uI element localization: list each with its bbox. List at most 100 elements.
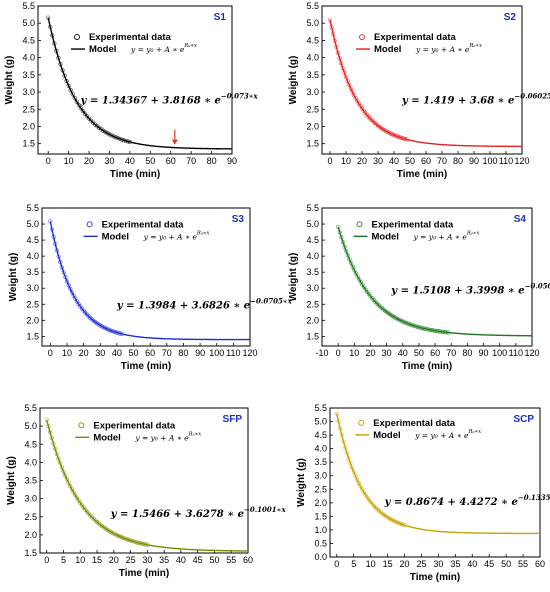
experimental-point xyxy=(103,129,108,135)
x-tick-label: 30 xyxy=(142,555,152,565)
panel-label: SFP xyxy=(223,414,243,425)
x-tick-label: 50 xyxy=(501,559,511,569)
experimental-point xyxy=(354,477,360,482)
y-tick-label: 4.5 xyxy=(24,439,37,449)
y-tick-label: 2.0 xyxy=(306,315,319,325)
y-tick-label: 1.5 xyxy=(26,331,39,341)
y-tick-label: 1.5 xyxy=(314,511,327,521)
y-axis-title: Weight (g) xyxy=(296,458,307,507)
x-tick-label: 40 xyxy=(125,156,135,166)
x-tick-label: 45 xyxy=(484,559,494,569)
panel-label: S2 xyxy=(504,12,517,23)
y-tick-label: 2.5 xyxy=(22,104,35,114)
experimental-point xyxy=(74,99,79,104)
x-tick-label: 20 xyxy=(400,559,410,569)
x-tick-label: 100 xyxy=(492,348,507,358)
y-tick-label: 3.5 xyxy=(22,70,35,80)
x-tick-label: 0 xyxy=(327,156,332,166)
y-axis-title: Weight (g) xyxy=(8,253,19,302)
x-tick-label: 10 xyxy=(64,156,74,166)
y-tick-label: 5.0 xyxy=(26,219,39,229)
y-tick-label: 5.5 xyxy=(24,403,37,413)
x-tick-label: 60 xyxy=(535,559,545,569)
x-tick-label: 10 xyxy=(349,348,359,358)
y-tick-label: 4.5 xyxy=(22,35,35,45)
y-tick-label: 1.5 xyxy=(24,548,37,558)
x-tick-label: 10 xyxy=(341,156,351,166)
y-tick-label: 0.5 xyxy=(314,538,327,548)
experimental-point xyxy=(109,133,114,138)
legend-label-experimental: Experimental data xyxy=(372,219,455,230)
x-axis-title: Time (min) xyxy=(402,361,452,372)
y-tick-label: 2.0 xyxy=(24,530,37,540)
x-tick-label: 20 xyxy=(79,348,89,358)
experimental-point xyxy=(353,473,358,479)
experimental-point xyxy=(105,131,110,136)
model-curve xyxy=(47,17,232,150)
experimental-point xyxy=(348,86,353,91)
y-tick-label: 4.5 xyxy=(306,235,319,245)
x-tick-label: 15 xyxy=(92,555,102,565)
y-tick-label: 3.5 xyxy=(314,457,327,467)
x-tick-label: 30 xyxy=(95,348,105,358)
x-tick-label: 40 xyxy=(176,555,186,565)
fit-equation: y = y₀ + A ∗ eR₀∗x xyxy=(415,43,482,54)
y-tick-label: 5.0 xyxy=(22,18,35,28)
panel-label: S1 xyxy=(214,12,227,23)
x-tick-label: 40 xyxy=(389,156,399,166)
y-axis-title: Weight (g) xyxy=(288,56,299,105)
y-tick-label: 4.0 xyxy=(26,251,39,261)
x-tick-label: 50 xyxy=(209,555,219,565)
x-tick-label: 5 xyxy=(351,559,356,569)
x-tick-label: 60 xyxy=(421,156,431,166)
experimental-point xyxy=(68,286,73,292)
x-tick-label: 25 xyxy=(126,555,136,565)
legend-marker-experimental xyxy=(359,34,365,40)
y-axis-title: Weight (g) xyxy=(288,253,299,302)
chart-panel-s1: 0 10 20 30 40 50 60 70 80 90 1.5 2.0 2.5 3.0 3.5 4.0 4.5… xyxy=(4,1,259,180)
x-tick-label: 30 xyxy=(373,156,383,166)
x-tick-label: 0 xyxy=(334,559,339,569)
y-tick-label: 1.5 xyxy=(306,139,319,149)
y-tick-label: 3.5 xyxy=(306,70,319,80)
x-tick-label: 35 xyxy=(159,555,169,565)
x-tick-label: 20 xyxy=(357,156,367,166)
y-tick-label: 2.5 xyxy=(306,299,319,309)
x-tick-label: 40 xyxy=(467,559,477,569)
experimental-point xyxy=(356,481,361,486)
x-tick-label: 110 xyxy=(499,156,513,166)
y-tick-label: 1.0 xyxy=(314,525,327,535)
x-tick-label: 100 xyxy=(209,348,224,358)
x-tick-label: 80 xyxy=(178,348,188,358)
fit-equation: y = 1.3984 + 3.6826 ∗ e−0.0705∗x xyxy=(116,297,293,312)
x-tick-label: 100 xyxy=(482,156,497,166)
y-tick-label: 4.0 xyxy=(306,53,319,63)
legend-label-model: Model xyxy=(93,432,120,443)
model-curve xyxy=(337,226,532,337)
plot-frame xyxy=(321,207,533,347)
y-tick-label: 5.5 xyxy=(314,403,327,413)
y-tick-label: 5.5 xyxy=(26,203,39,213)
x-tick-label: 50 xyxy=(414,348,424,358)
fit-equation: y = 1.5108 + 3.3998 ∗ e−0.0504∗x xyxy=(390,282,550,297)
x-tick-label: 35 xyxy=(450,559,460,569)
y-tick-label: 3.0 xyxy=(306,283,319,293)
x-tick-label: 110 xyxy=(509,348,523,358)
x-tick-label: 30 xyxy=(104,156,114,166)
plot-frame xyxy=(41,207,251,347)
y-tick-label: 3.5 xyxy=(24,476,37,486)
y-axis-title: Weight (g) xyxy=(4,56,15,105)
legend-label-model: Model xyxy=(102,231,129,242)
y-tick-label: 5.5 xyxy=(306,203,319,213)
legend-label-experimental: Experimental data xyxy=(93,420,176,431)
x-axis-title: Time (min) xyxy=(110,169,160,180)
x-tick-label: 120 xyxy=(242,348,257,358)
x-tick-label: 90 xyxy=(479,348,489,358)
x-tick-label: 0 xyxy=(46,156,51,166)
plot-frame xyxy=(329,407,541,558)
y-tick-label: 3.0 xyxy=(306,87,319,97)
fit-equation: y = y₀ + A ∗ eR₀∗x xyxy=(130,43,197,54)
experimental-point xyxy=(69,290,75,295)
x-tick-label: 20 xyxy=(365,348,375,358)
x-tick-label: 0 xyxy=(44,555,49,565)
